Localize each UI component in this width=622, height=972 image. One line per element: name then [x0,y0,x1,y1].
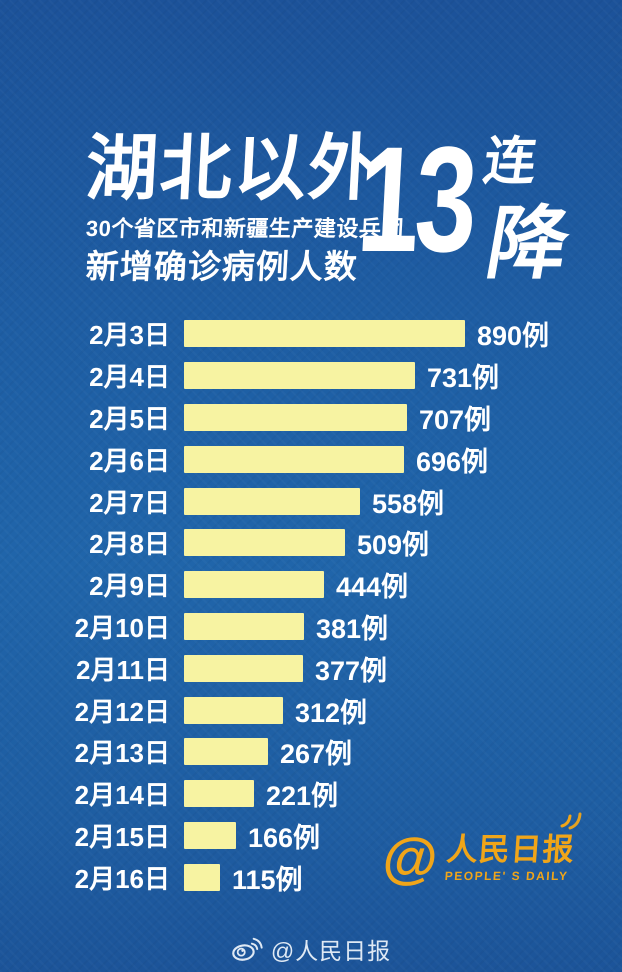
bar [184,362,415,390]
at-icon: @ [381,826,441,889]
date-label: 2月14日 [74,780,170,811]
bar [184,821,236,849]
value-label: 166例 [248,822,321,853]
value-label: 890例 [477,321,550,352]
chart-row: 2月8日 509例 [0,522,622,564]
chart-row: 2月9日 444例 [0,564,622,606]
chart-row: 2月10日 381例 [0,606,622,648]
poster-subtitle-metric: 新增确诊病例人数 [84,248,359,285]
date-label: 2月12日 [74,696,170,727]
chart-row: 2月5日 707例 [0,397,622,439]
streak-char-jiang: 降 [480,199,576,288]
value-label: 377例 [315,655,388,686]
chart-row: 2月11日 377例 [0,647,622,689]
peoples-daily-logo: @ 人民日报 PEOPLE' S DAILY [381,812,582,889]
date-label: 2月4日 [89,362,170,393]
bar [184,696,283,724]
value-label: 381例 [316,613,389,644]
chart-row: 2月7日 558例 [0,480,622,522]
date-label: 2月13日 [74,738,170,769]
chart-row: 2月13日 267例 [0,731,622,773]
date-label: 2月7日 [89,487,170,518]
streak-count: 13 [353,115,478,283]
bar [184,738,268,766]
weibo-credit: @人民日报 [0,932,622,966]
logo-cn-text: 人民日报 [445,832,576,867]
poster-title: 湖北以外 [83,129,385,209]
streak-label: 连 降 [480,133,576,288]
date-label: 2月11日 [76,654,170,685]
weibo-icon [232,937,263,961]
chart-row: 2月15日 166例 [0,815,622,857]
chart-row: 2月16日 115例 [0,856,622,898]
date-label: 2月10日 [74,612,170,643]
chart-row: 2月14日 221例 [0,773,622,815]
bar [184,780,254,808]
value-label: 221例 [266,781,339,812]
bar [184,654,303,682]
signal-waves-icon [560,812,582,830]
value-label: 558例 [372,488,445,519]
bar [184,863,220,891]
date-label: 2月9日 [89,571,170,602]
value-label: 115例 [232,864,303,895]
streak-char-lian: 连 [479,133,541,191]
chart-row: 2月4日 731例 [0,355,622,397]
date-label: 2月8日 [89,529,170,560]
value-label: 707例 [419,404,492,435]
bar [184,612,304,640]
value-label: 509例 [357,530,430,561]
value-label: 267例 [280,739,353,770]
bar [184,320,465,348]
value-label: 312例 [295,697,368,728]
logo-en-text: PEOPLE' S DAILY [444,869,569,883]
date-label: 2月3日 [89,320,170,351]
value-label: 731例 [427,363,500,394]
bar [184,445,404,473]
logo-wordmark: 人民日报 PEOPLE' S DAILY [444,832,576,883]
chart-row: 2月6日 696例 [0,438,622,480]
bar [184,487,360,515]
date-label: 2月5日 [89,403,170,434]
bar [184,529,345,557]
date-label: 2月6日 [89,445,170,476]
bar [184,571,324,599]
weibo-handle: @人民日报 [270,938,392,964]
chart-row: 2月12日 312例 [0,689,622,731]
date-label: 2月16日 [74,863,170,894]
value-label: 444例 [336,572,409,603]
chart-row: 2月3日 890例 [0,313,622,355]
bar [184,403,407,431]
value-label: 696例 [416,446,489,477]
daily-cases-bar-chart: 2月3日 890例 2月4日 731例 2月5日 707例 2月6日 696例 2月7日 558例… [0,313,622,898]
date-label: 2月15日 [74,821,170,852]
